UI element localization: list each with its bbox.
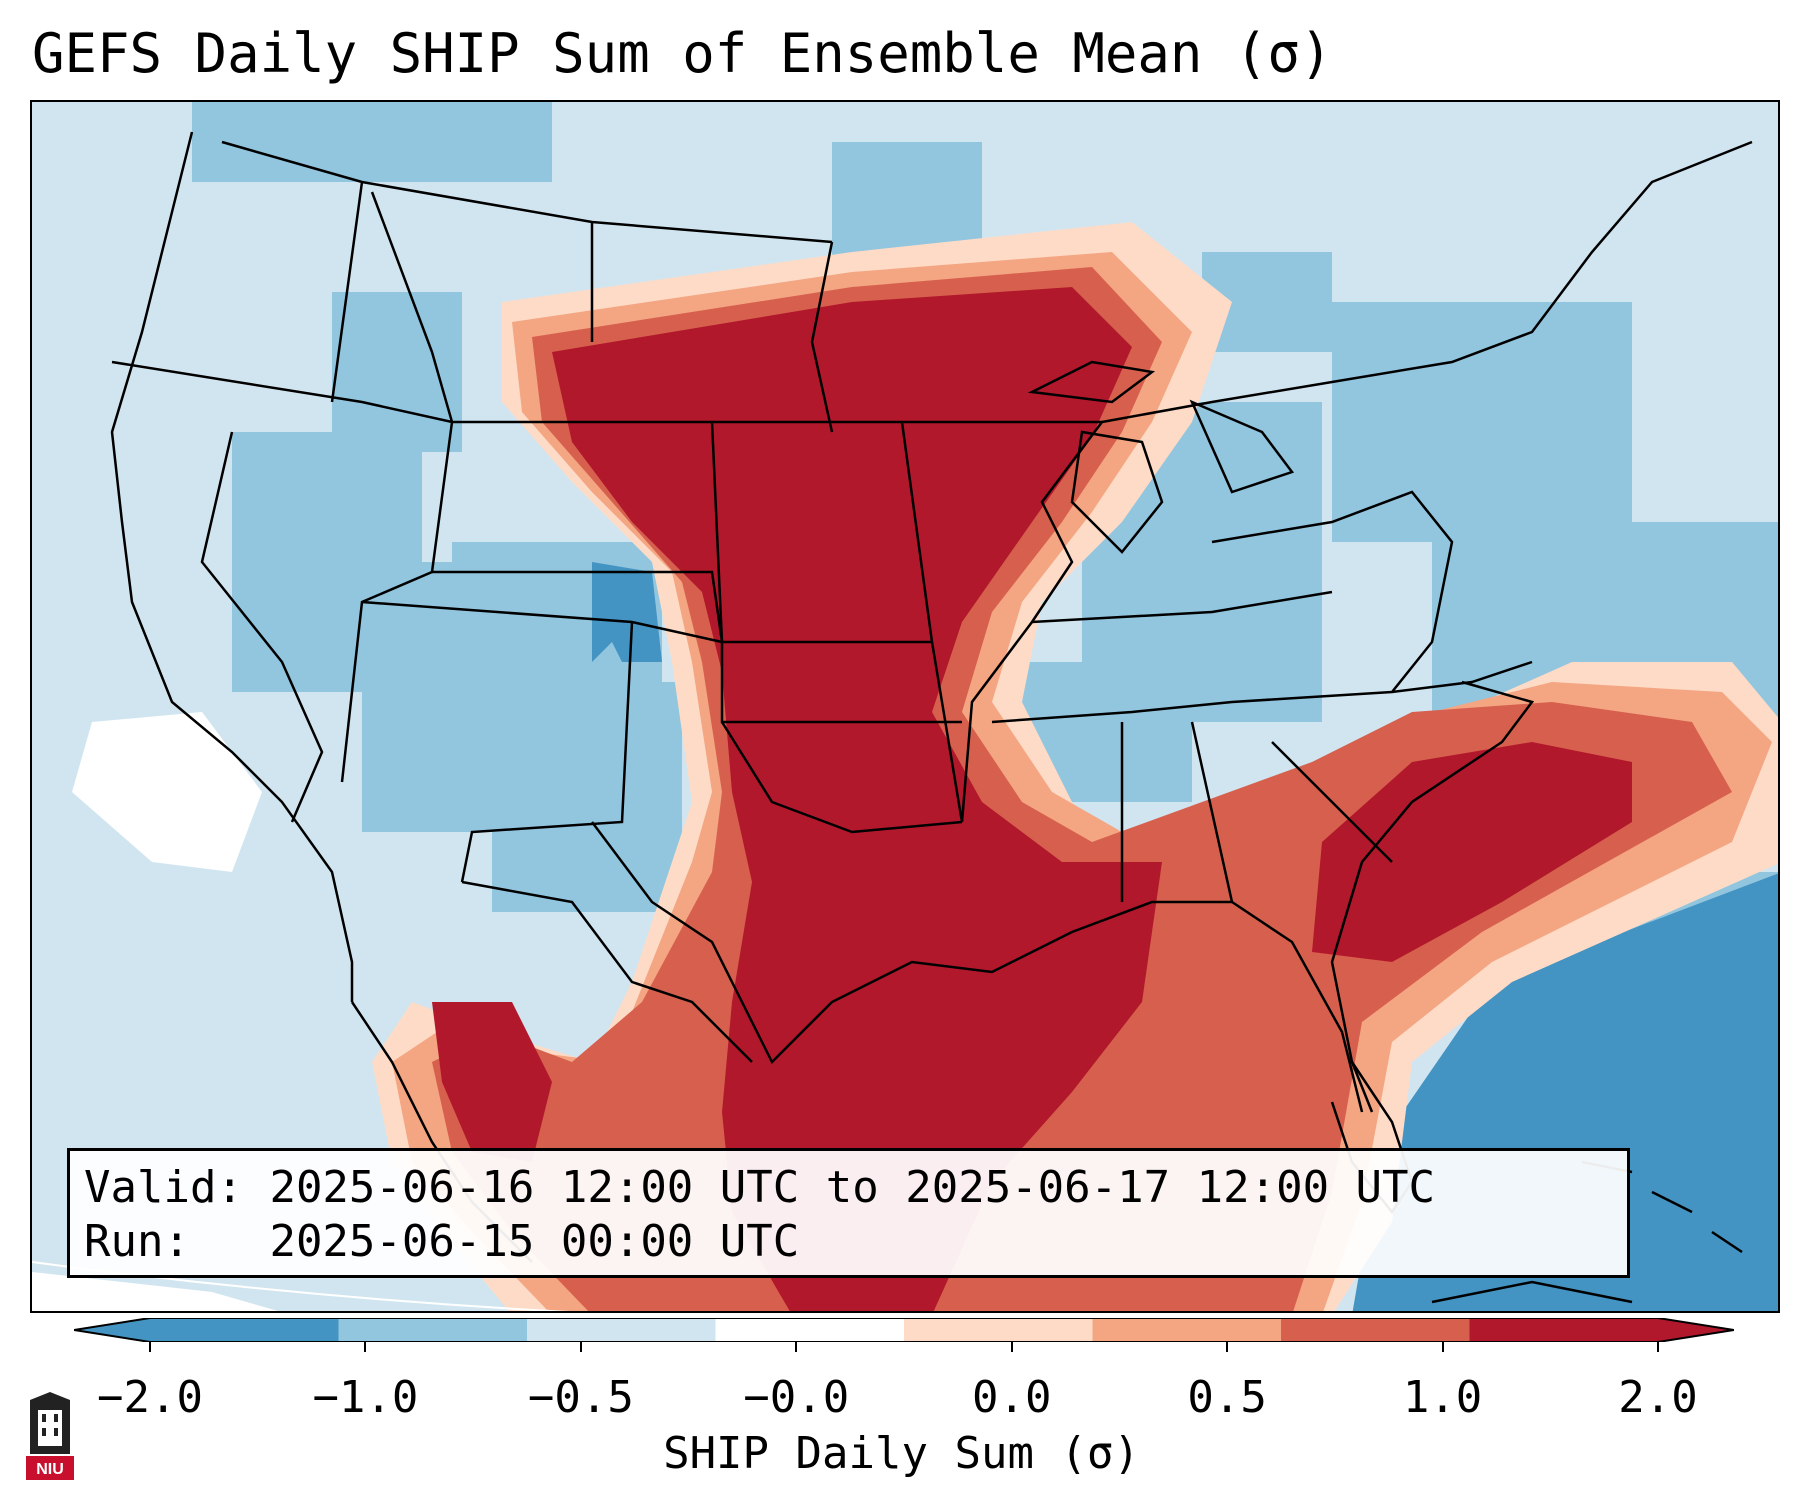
colorbar-extend-high [1658, 1318, 1734, 1342]
colorbar-segments [150, 1318, 1659, 1342]
chart-title: GEFS Daily SHIP Sum of Ensemble Mean (σ) [32, 22, 1333, 85]
colorbar-tick-label: 1.0 [1402, 1372, 1483, 1423]
us-mexico-border [461, 880, 753, 1063]
colorbar-tick-label: 0.0 [971, 1372, 1052, 1423]
state-line-oh-river [1031, 590, 1333, 624]
state-line-ut-co-ks [432, 570, 932, 644]
state-line-red-river [720, 721, 963, 834]
colorbar-tick-mark [579, 1342, 582, 1352]
valid-run-box: Valid: 2025-06-16 12:00 UTC to 2025-06-1… [67, 1148, 1630, 1278]
valid-label: Valid: [84, 1162, 243, 1213]
colorbar-segment [715, 1318, 905, 1342]
colorbar-segment [527, 1318, 716, 1342]
colorbar-tick-label: −2.0 [97, 1372, 203, 1423]
colorbar-extend-low [74, 1318, 150, 1342]
state-line-il-in [960, 421, 1103, 823]
run-label: Run: [84, 1216, 190, 1267]
colorbar-segment [338, 1318, 528, 1342]
state-line-sd-ne [710, 421, 724, 643]
colorbar-tick-label: 0.5 [1187, 1372, 1267, 1423]
colorbar-tick-label: −0.0 [743, 1372, 850, 1423]
colorbar-tick-label: 2.0 [1618, 1372, 1698, 1423]
colorbar-tick-mark [1441, 1342, 1444, 1352]
cuba [1431, 1280, 1633, 1304]
field-near-zero-south [32, 1272, 279, 1311]
lake-michigan [1070, 430, 1164, 554]
lake-huron [1189, 399, 1295, 494]
colorbar-tick-label: −1.0 [312, 1372, 419, 1423]
state-line-pa-va [1211, 490, 1454, 693]
state-line-mn-ia-mo [900, 421, 964, 823]
colorbar-ticks: −2.0 −1.0 −0.5 −0.0 0.0 0.5 1.0 2.0 [0, 1372, 1803, 1424]
state-line-id-ut [340, 421, 454, 783]
state-line-id-mt [370, 191, 454, 423]
niu-logo-text: NIU [36, 1461, 64, 1478]
state-line-al-ga [1190, 721, 1234, 903]
colorbar-tick-mark [149, 1342, 151, 1352]
east-coastline [1330, 680, 1535, 1113]
field-strong-positive-mexico [432, 1002, 552, 1162]
run-row: Run: 2025-06-15 00:00 UTC [84, 1215, 1613, 1269]
map-panel [30, 100, 1780, 1313]
state-line-ga-sc [1271, 741, 1393, 863]
colorbar-tick-mark [1657, 1342, 1659, 1352]
map-canvas [32, 102, 1778, 1311]
field-strong-positive [552, 287, 1162, 1311]
gulf-coastline [591, 821, 1364, 1113]
field-moderate-negative [192, 102, 1778, 1002]
state-line-nv-ca [200, 431, 324, 823]
boundaries [110, 131, 1753, 1304]
state-line-row1 [111, 360, 1102, 424]
colorbar-tick-mark [795, 1342, 798, 1352]
run-value: 2025-06-15 00:00 UTC [269, 1216, 800, 1267]
colorbar-tick-label: −0.5 [527, 1372, 634, 1423]
state-line-nd-mn [810, 241, 834, 433]
valid-value: 2025-06-16 12:00 UTC to 2025-06-17 12:00… [269, 1162, 1436, 1213]
colorbar-tick-mark [364, 1342, 367, 1352]
colorbar-tick-mark [1010, 1342, 1013, 1352]
field-strong-positive-carolinas [1312, 742, 1632, 962]
colorbar-segment [1469, 1318, 1659, 1342]
colorbar-label: SHIP Daily Sum (σ) [663, 1428, 1140, 1479]
niu-logo: NIU [26, 1392, 74, 1480]
colorbar-tick-mark [1226, 1342, 1229, 1352]
colorbar-segment [150, 1318, 339, 1342]
colorbar-segment [1092, 1318, 1282, 1342]
colorbar-segment [1281, 1318, 1470, 1342]
colorbar [74, 1318, 1734, 1342]
west-coastline [110, 131, 354, 1002]
valid-row: Valid: 2025-06-16 12:00 UTC to 2025-06-1… [84, 1161, 1613, 1215]
state-line-nm [460, 621, 634, 883]
state-line-tn-nc [991, 660, 1533, 724]
colorbar-segment [904, 1318, 1093, 1342]
great-lakes-northeast [1101, 140, 1753, 424]
field-near-zero [72, 712, 262, 872]
state-line-wa-id [330, 181, 364, 403]
lake-superior [1027, 360, 1156, 404]
us-canada-border [221, 140, 833, 244]
